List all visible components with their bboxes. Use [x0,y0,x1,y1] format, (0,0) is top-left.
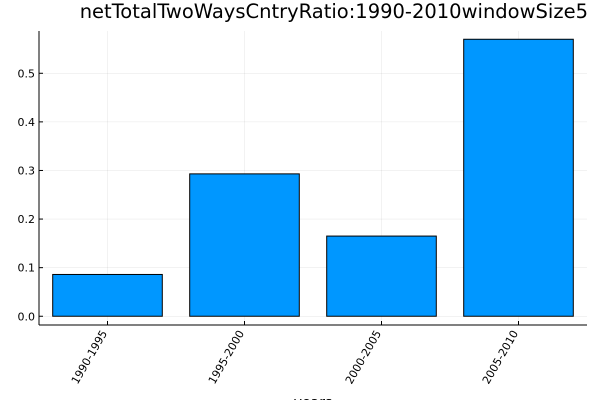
axes [38,31,587,326]
bars [52,38,574,317]
x-tick-label: 1990-1995 [69,328,110,386]
y-tick-label: 0.5 [18,67,36,80]
y-tick-label: 0.0 [18,310,36,323]
y-tick-label: 0.2 [18,213,36,226]
x-tick-label: 1995-2000 [206,328,247,386]
bar [52,273,163,317]
x-tick-label: 2000-2005 [343,328,384,386]
x-axis-label: years [294,395,333,400]
bar [189,173,300,317]
x-tick-label: 2005-2010 [480,328,521,386]
bar [326,235,437,317]
y-tick-label: 0.3 [18,164,36,177]
bar [463,38,574,317]
chart-title: netTotalTwoWaysCntryRatio:1990-2010windo… [79,0,588,23]
x-tick-labels: 1990-1995 1995-2000 2000-2005 2005-2010 [69,328,521,386]
y-tick-labels: 0.0 0.1 0.2 0.3 0.4 0.5 [18,67,36,323]
y-tick-label: 0.1 [18,262,36,275]
y-tick-label: 0.4 [18,116,36,129]
